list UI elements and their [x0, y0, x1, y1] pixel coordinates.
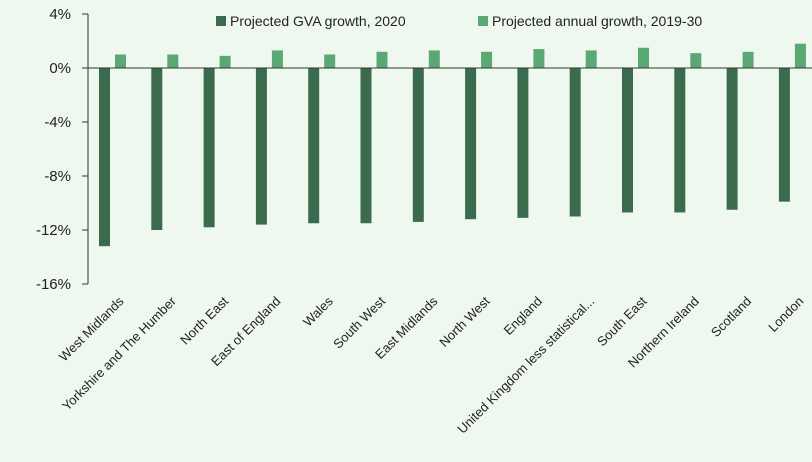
legend-swatch-gva-2020: [216, 16, 226, 26]
bars: [99, 43, 806, 247]
legend-label-gva-2020: Projected GVA growth, 2020: [230, 13, 406, 29]
bar-annual-growth: [533, 49, 545, 68]
bar-gva-2020: [674, 68, 686, 213]
bar-annual-growth: [638, 47, 649, 68]
bar-annual-growth: [376, 51, 388, 68]
bar-gva-2020: [203, 68, 215, 228]
x-tick-label: South East: [594, 293, 650, 349]
bar-gva-2020: [99, 68, 110, 247]
bar-annual-growth: [115, 54, 126, 68]
bar-annual-growth: [794, 43, 806, 68]
bar-gva-2020: [726, 68, 738, 210]
bar-annual-growth: [481, 51, 493, 68]
y-tick-label: 0%: [49, 60, 71, 77]
bar-annual-growth: [324, 54, 336, 68]
x-tick-label: North West: [436, 293, 493, 350]
bar-gva-2020: [569, 68, 581, 217]
x-tick-label: Wales: [300, 293, 336, 329]
bar-annual-growth: [271, 50, 283, 68]
bar-gva-2020: [360, 68, 372, 224]
y-tick-label: -12%: [36, 222, 71, 239]
y-axis: 4% 0% -4% -8% -12% -16%: [36, 6, 89, 293]
y-tick-label: -16%: [36, 276, 71, 293]
bar-annual-growth: [585, 50, 597, 68]
bar-gva-2020: [412, 68, 424, 222]
bar-gva-2020: [622, 68, 633, 213]
x-tick-label: London: [765, 294, 806, 335]
bar-gva-2020: [308, 68, 320, 224]
x-tick-label: Scotland: [708, 294, 754, 340]
legend-label-annual-growth: Projected annual growth, 2019-30: [492, 13, 702, 29]
bar-gva-2020: [778, 68, 790, 202]
bar-annual-growth: [742, 51, 754, 68]
bar-gva-2020: [151, 68, 163, 230]
y-tick-label: -4%: [44, 114, 71, 131]
y-tick-label: 4%: [49, 6, 71, 23]
bar-annual-growth: [690, 53, 702, 68]
bar-gva-2020: [465, 68, 477, 220]
x-tick-label: England: [501, 294, 545, 338]
x-tick-label: North East: [177, 293, 231, 347]
legend-swatch-annual-growth: [478, 16, 488, 26]
y-tick-label: -8%: [44, 168, 71, 185]
bar-annual-growth: [428, 50, 440, 68]
bar-annual-growth: [219, 55, 231, 68]
bar-gva-2020: [255, 68, 267, 225]
bar-gva-2020: [517, 68, 529, 218]
bar-annual-growth: [167, 54, 179, 68]
legend: Projected GVA growth, 2020 Projected annu…: [216, 13, 702, 29]
